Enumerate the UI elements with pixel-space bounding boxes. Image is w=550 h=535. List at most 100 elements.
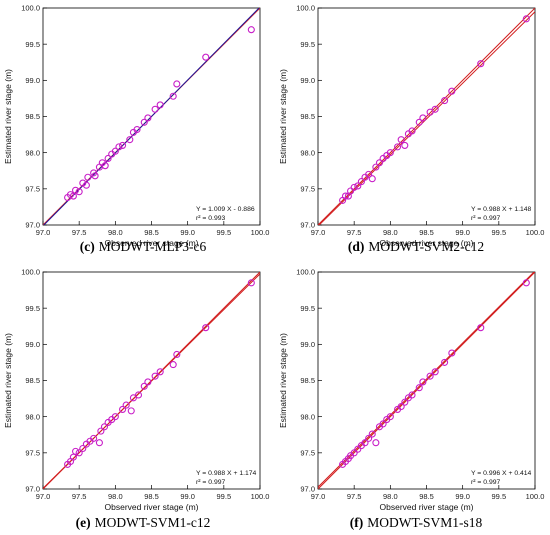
caption-letter: (e): [76, 515, 91, 530]
data-point: [394, 143, 402, 151]
y-tick-label: 99.0: [300, 340, 315, 349]
x-tick-label: 100.0: [251, 492, 270, 501]
data-point: [354, 445, 362, 453]
x-tick-label: 99.0: [180, 228, 195, 237]
data-point: [91, 172, 99, 180]
x-axis-label: Observed river stage (m): [380, 238, 474, 248]
data-point: [126, 136, 134, 144]
data-point: [151, 105, 159, 113]
x-tick-label: 99.0: [455, 228, 470, 237]
x-tick-label: 97.0: [36, 492, 51, 501]
x-tick-label: 97.0: [311, 228, 326, 237]
data-point: [397, 136, 405, 144]
r-squared: r² = 0.993: [196, 215, 226, 222]
data-point: [140, 382, 148, 390]
regression-equation: Y = 0.988 X + 1.174: [196, 470, 257, 477]
data-point: [202, 324, 210, 332]
caption-letter: (d): [348, 239, 365, 254]
data-point: [368, 430, 376, 438]
data-point: [415, 384, 423, 392]
x-tick-label: 98.0: [108, 492, 123, 501]
x-tick-label: 98.0: [383, 492, 398, 501]
data-point: [431, 105, 439, 113]
x-tick-label: 99.0: [455, 492, 470, 501]
data-point: [368, 175, 376, 183]
data-point: [365, 170, 373, 178]
data-point: [111, 147, 119, 155]
r-squared: r² = 0.997: [471, 479, 501, 486]
data-point: [415, 118, 423, 126]
y-tick-label: 99.5: [300, 40, 315, 49]
y-tick-label: 99.0: [25, 76, 40, 85]
caption-text: MODWT-SVM1-s18: [367, 515, 482, 530]
y-tick-label: 99.5: [25, 304, 40, 313]
scatter-panel-f: 97.0 97.5 98.0 98.5 99.0 99.5 100.0 97.0 97.5 98.…: [278, 268, 544, 530]
y-axis-label: Estimated river stage (m): [3, 69, 13, 164]
data-point: [173, 350, 181, 359]
data-point: [372, 163, 380, 171]
data-point: [361, 439, 369, 447]
data-point: [350, 449, 358, 457]
x-axis-label: Observed river stage (m): [105, 502, 199, 512]
data-point: [375, 159, 384, 167]
caption-text: MODWT-MLP3-c6: [99, 239, 207, 254]
regression-line: [318, 272, 535, 488]
data-point: [169, 361, 177, 369]
x-tick-label: 97.0: [311, 492, 326, 501]
y-tick-label: 98.0: [300, 148, 315, 157]
data-point: [90, 434, 98, 442]
data-point: [346, 187, 355, 195]
y-tick-label: 100.0: [21, 4, 40, 13]
data-point: [426, 108, 434, 116]
regression-line: [43, 8, 260, 225]
data-point: [97, 427, 105, 435]
y-tick-label: 99.0: [25, 340, 40, 349]
data-point: [441, 97, 449, 105]
data-point: [379, 420, 387, 428]
x-axis-label: Observed river stage (m): [105, 238, 199, 248]
data-point: [173, 80, 181, 88]
caption-letter: (c): [80, 239, 95, 254]
y-axis-label: Estimated river stage (m): [3, 333, 13, 428]
regression-equation: Y = 0.996 X + 0.414: [471, 470, 532, 477]
x-tick-label: 98.5: [144, 228, 159, 237]
x-tick-label: 97.5: [72, 492, 87, 501]
data-point: [247, 26, 255, 34]
data-point: [397, 402, 405, 411]
data-point: [129, 394, 137, 402]
x-tick-label: 97.5: [347, 228, 362, 237]
regression-line: [43, 273, 260, 489]
caption-text: MODWT-SVM2-c12: [368, 239, 484, 254]
data-point: [169, 92, 177, 100]
x-tick-label: 99.5: [492, 228, 507, 237]
scatter-panel-e: 97.0 97.5 98.0 98.5 99.0 99.5 100.0 97.0 97.5 98.…: [3, 268, 269, 530]
data-point: [127, 407, 135, 415]
x-tick-label: 100.0: [251, 228, 270, 237]
data-point: [144, 378, 152, 386]
data-point: [100, 423, 109, 431]
data-point: [140, 118, 148, 126]
y-tick-label: 99.5: [25, 40, 40, 49]
x-tick-label: 97.0: [36, 228, 51, 237]
data-point: [357, 178, 365, 186]
x-tick-label: 99.5: [492, 492, 507, 501]
y-tick-label: 98.5: [25, 112, 40, 121]
data-point: [134, 391, 143, 399]
data-point: [115, 143, 123, 151]
data-point: [75, 449, 83, 457]
x-tick-label: 98.5: [144, 492, 159, 501]
panel-caption: (d) MODWT-SVM2-c12: [348, 239, 484, 254]
data-point: [477, 324, 485, 332]
data-point: [119, 405, 127, 413]
caption-text: MODWT-SVM1-c12: [95, 515, 211, 530]
y-tick-label: 100.0: [296, 268, 315, 277]
data-point: [156, 368, 164, 376]
data-point: [419, 114, 427, 122]
scatter-panel-d: 97.0 97.5 98.0 98.5 99.0 99.5 100.0 97.0 97.5 98.…: [278, 4, 544, 254]
data-point: [104, 154, 112, 163]
scatter-panel-c: 97.0 97.5 98.0 98.5 99.0 99.5 100.0 97.0 97.5 98.…: [3, 4, 269, 254]
data-point: [341, 192, 350, 200]
data-point: [522, 15, 530, 23]
data-point: [408, 391, 416, 399]
